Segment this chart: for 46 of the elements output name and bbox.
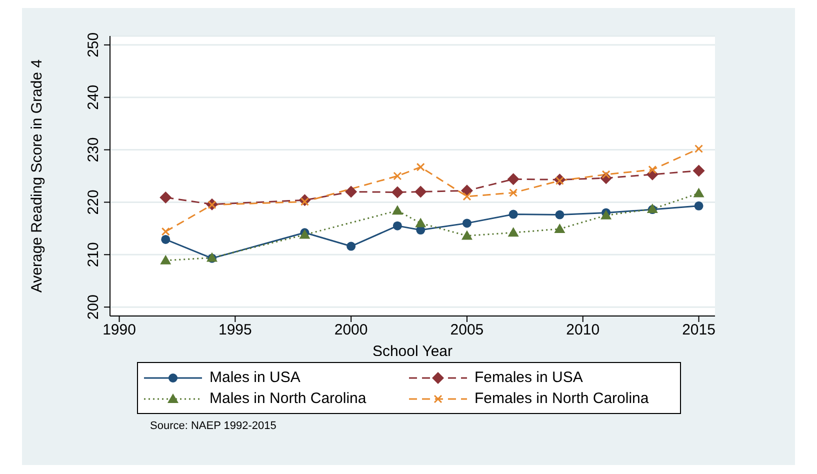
point bbox=[161, 227, 170, 236]
point bbox=[415, 218, 426, 228]
point bbox=[648, 165, 657, 174]
point bbox=[414, 186, 427, 198]
point bbox=[392, 221, 402, 230]
legend-label: Males in North Carolina bbox=[210, 390, 366, 407]
source-note: Source: NAEP 1992-2015 bbox=[150, 420, 278, 432]
y-tick-label: 250 bbox=[85, 32, 102, 58]
legend-label: Females in North Carolina bbox=[474, 390, 649, 407]
point bbox=[392, 205, 403, 215]
point bbox=[160, 254, 172, 264]
point bbox=[160, 192, 172, 204]
point bbox=[416, 162, 425, 172]
point bbox=[393, 172, 402, 180]
point bbox=[693, 188, 704, 198]
point bbox=[507, 173, 520, 186]
x-tick-label: 2005 bbox=[450, 322, 484, 339]
x-tick-label: 2015 bbox=[682, 322, 716, 339]
point bbox=[161, 234, 170, 244]
point bbox=[461, 230, 472, 240]
y-tick-label: 220 bbox=[85, 190, 102, 215]
point bbox=[509, 188, 518, 198]
point bbox=[346, 242, 356, 251]
y-tick-label: 200 bbox=[85, 294, 102, 320]
point bbox=[555, 210, 564, 220]
x-tick-label: 1995 bbox=[218, 322, 252, 339]
point bbox=[462, 192, 472, 201]
point bbox=[554, 223, 566, 233]
point bbox=[694, 201, 704, 210]
point bbox=[508, 227, 519, 237]
y-tick-label: 230 bbox=[85, 137, 102, 162]
y-tick-label: 240 bbox=[85, 84, 102, 110]
y-tick-label: 210 bbox=[85, 242, 102, 268]
point bbox=[462, 218, 472, 228]
x-tick-label: 2000 bbox=[334, 322, 368, 339]
legend-label: Males in USA bbox=[210, 369, 300, 386]
point bbox=[391, 186, 404, 198]
point bbox=[345, 186, 358, 198]
point bbox=[692, 164, 705, 177]
point bbox=[508, 210, 518, 219]
legend-label: Females in USA bbox=[474, 369, 583, 386]
point bbox=[694, 144, 704, 153]
x-tick-label: 2010 bbox=[566, 322, 600, 339]
x-axis-title: School Year bbox=[372, 343, 453, 360]
x-tick-label: 1990 bbox=[102, 322, 136, 339]
y-axis-title: Average Reading Score in Grade 4 bbox=[28, 59, 46, 293]
